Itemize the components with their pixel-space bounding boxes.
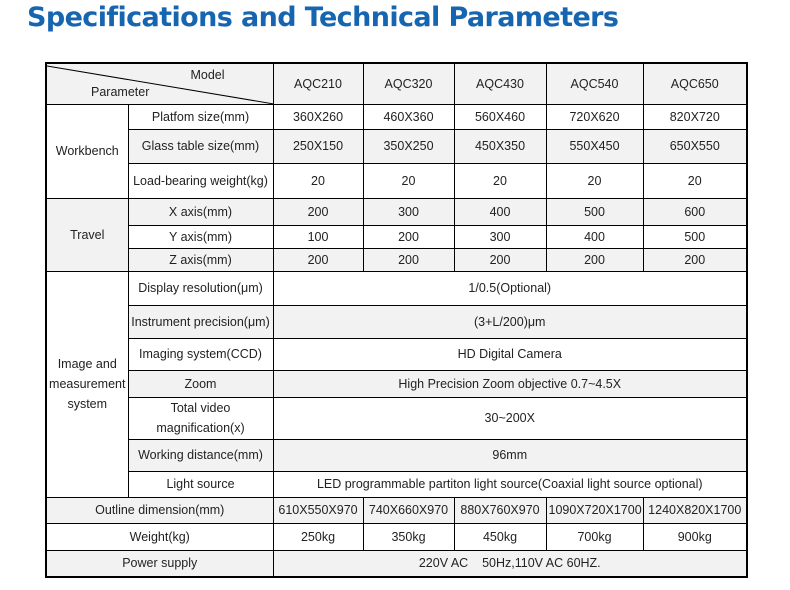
group-label: Workbench bbox=[45, 103, 129, 199]
table-row: Workbench Platfom size(mm) 360X260 460X3… bbox=[45, 103, 748, 199]
table-row: Imaging system(CCD) HD Digital Camera bbox=[46, 337, 748, 371]
param-label: Y axis(mm) bbox=[127, 224, 274, 249]
table-row: Total video magnification(x) 30~200X bbox=[46, 396, 748, 440]
table-row: Light source LED programmable partiton l… bbox=[46, 470, 748, 498]
param-label: Load-bearing weight(kg) bbox=[127, 162, 274, 199]
table-row: Weight(kg) 250kg 350kg 450kg 700kg 900kg bbox=[45, 522, 748, 551]
value-cell: 300 bbox=[453, 224, 547, 249]
param-label: Imaging system(CCD) bbox=[127, 337, 274, 371]
value-cell: 250kg bbox=[272, 522, 364, 551]
value-cell: 740X660X970 bbox=[362, 496, 455, 524]
value-cell: 200 bbox=[272, 197, 364, 226]
table-row: Power supply 220V AC 50Hz,110V AC 60HZ. bbox=[45, 549, 748, 578]
diagonal-line bbox=[47, 65, 272, 103]
value-cell: 500 bbox=[642, 224, 748, 249]
value-cell: 500 bbox=[545, 197, 644, 226]
value-cell: 560X460 bbox=[453, 103, 547, 130]
value-cell: 820X720 bbox=[642, 103, 748, 130]
value-cell: 20 bbox=[362, 162, 455, 199]
value-cell: 100 bbox=[272, 224, 364, 249]
value-cell: 400 bbox=[545, 224, 644, 249]
table-row: Zoom High Precision Zoom objective 0.7~4… bbox=[46, 369, 748, 398]
value-cell: 30~200X bbox=[272, 396, 748, 440]
page-title: Specifications and Technical Parameters bbox=[27, 2, 619, 33]
value-cell: 900kg bbox=[642, 522, 748, 551]
value-cell: 20 bbox=[453, 162, 547, 199]
parameter-label: Parameter bbox=[91, 84, 150, 99]
group-label: Image and measurement system bbox=[45, 270, 129, 498]
value-cell: 350kg bbox=[362, 522, 455, 551]
value-cell: (3+L/200)μm bbox=[272, 304, 748, 339]
value-cell: 300 bbox=[362, 197, 455, 226]
param-label: Instrument precision(μm) bbox=[127, 304, 274, 339]
value-cell: 450X350 bbox=[453, 128, 547, 164]
value-cell: 460X360 bbox=[362, 103, 455, 130]
param-label: Weight(kg) bbox=[45, 522, 274, 551]
model-header: AQC210 bbox=[272, 62, 364, 105]
value-cell: 1090X720X1700 bbox=[545, 496, 644, 524]
value-cell: 1/0.5(Optional) bbox=[272, 270, 748, 306]
table-row: Outline dimension(mm) 610X550X970 740X66… bbox=[45, 496, 748, 524]
value-cell: 700kg bbox=[545, 522, 644, 551]
table-row: Working distance(mm) 96mm bbox=[46, 438, 748, 472]
param-label: Working distance(mm) bbox=[127, 438, 274, 472]
value-cell: 96mm bbox=[272, 438, 748, 472]
value-cell: High Precision Zoom objective 0.7~4.5X bbox=[272, 369, 748, 398]
param-label: X axis(mm) bbox=[127, 197, 274, 226]
param-label: Z axis(mm) bbox=[127, 247, 274, 272]
param-label: Display resolution(μm) bbox=[127, 270, 274, 306]
param-label: Glass table size(mm) bbox=[127, 128, 274, 164]
value-cell: 610X550X970 bbox=[272, 496, 364, 524]
value-cell: 1240X820X1700 bbox=[642, 496, 748, 524]
model-header: AQC650 bbox=[642, 62, 748, 105]
param-label: Platfom size(mm) bbox=[127, 103, 274, 130]
value-cell: HD Digital Camera bbox=[272, 337, 748, 371]
value-cell: 550X450 bbox=[545, 128, 644, 164]
value-cell: 360X260 bbox=[272, 103, 364, 130]
corner-header: Model Parameter bbox=[45, 62, 274, 105]
value-cell: 200 bbox=[272, 247, 364, 272]
value-cell: 200 bbox=[362, 247, 455, 272]
param-label: Power supply bbox=[45, 549, 274, 578]
value-cell: 20 bbox=[545, 162, 644, 199]
value-cell: 200 bbox=[642, 247, 748, 272]
table-row: Load-bearing weight(kg) 20 20 20 20 20 bbox=[46, 162, 748, 199]
value-cell: 200 bbox=[362, 224, 455, 249]
value-cell: 650X550 bbox=[642, 128, 748, 164]
value-cell: 600 bbox=[642, 197, 748, 226]
group-label: Travel bbox=[45, 197, 129, 272]
spec-table: Model Parameter AQC210 AQC320 AQC430 AQC… bbox=[45, 62, 748, 578]
model-header: AQC430 bbox=[453, 62, 547, 105]
value-cell: 250X150 bbox=[272, 128, 364, 164]
value-cell: 450kg bbox=[453, 522, 547, 551]
value-cell: 400 bbox=[453, 197, 547, 226]
value-cell: 200 bbox=[453, 247, 547, 272]
model-header: AQC540 bbox=[545, 62, 644, 105]
value-cell: 200 bbox=[545, 247, 644, 272]
table-row: Glass table size(mm) 250X150 350X250 450… bbox=[46, 128, 748, 164]
value-cell: 220V AC 50Hz,110V AC 60HZ. bbox=[272, 549, 748, 578]
model-header: AQC320 bbox=[362, 62, 455, 105]
table-row: Travel X axis(mm) 200 300 400 500 600 bbox=[45, 197, 748, 272]
param-label: Outline dimension(mm) bbox=[45, 496, 274, 524]
table-row: Z axis(mm) 200 200 200 200 200 bbox=[46, 247, 748, 272]
model-label: Model bbox=[190, 68, 225, 82]
value-cell: 720X620 bbox=[545, 103, 644, 130]
value-cell: 350X250 bbox=[362, 128, 455, 164]
value-cell: 20 bbox=[642, 162, 748, 199]
header-row: Model Parameter AQC210 AQC320 AQC430 AQC… bbox=[45, 62, 748, 105]
param-label: Zoom bbox=[127, 369, 274, 398]
value-cell: 20 bbox=[272, 162, 364, 199]
value-cell: LED programmable partiton light source(C… bbox=[272, 470, 748, 498]
table-row: Instrument precision(μm) (3+L/200)μm bbox=[46, 304, 748, 339]
param-label: Light source bbox=[127, 470, 274, 498]
table-row: Image and measurement system Display res… bbox=[45, 270, 748, 498]
table-row: Y axis(mm) 100 200 300 400 500 bbox=[46, 224, 748, 249]
value-cell: 880X760X970 bbox=[453, 496, 547, 524]
param-label: Total video magnification(x) bbox=[127, 396, 274, 440]
